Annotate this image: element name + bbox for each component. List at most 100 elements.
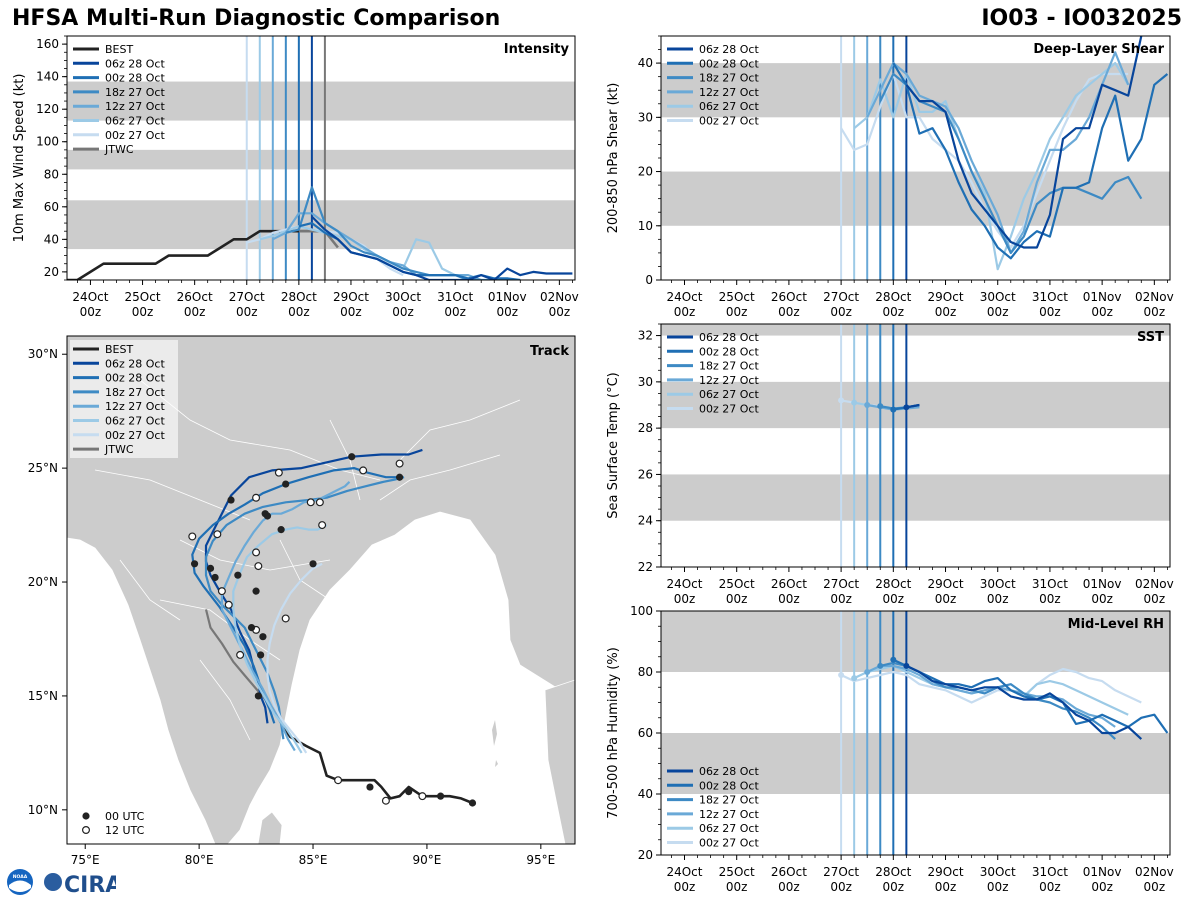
intensity-xtick-date: 28Oct	[281, 290, 317, 304]
logo-area: NOAA CIRA	[6, 868, 122, 902]
intensity-legend-label: 00z 27 Oct	[105, 129, 165, 142]
sst-xtick-hour: 00z	[935, 592, 957, 606]
shear-legend-label: 18z 27 Oct	[699, 72, 759, 85]
sst-legend-label: 00z 28 Oct	[699, 345, 759, 358]
rh-ytick-label: 80	[638, 665, 653, 679]
intensity-series-best	[67, 229, 312, 280]
intensity-xtick-date: 30Oct	[385, 290, 421, 304]
intensity-xtick-date: 26Oct	[177, 290, 213, 304]
track-marker-12utc	[418, 792, 427, 801]
shear-xtick-hour: 00z	[1091, 305, 1113, 319]
intensity-band-2	[67, 81, 575, 121]
track-legend-label: 00z 28 Oct	[105, 372, 165, 385]
sst-xtick-date: 01Nov	[1083, 577, 1122, 591]
shear-panel: 01020304024Oct00z25Oct00z26Oct00z27Oct00…	[606, 35, 1174, 319]
track-06z-27-oct	[232, 524, 328, 754]
track-marker-00utc	[436, 792, 445, 800]
track-marker-00utc	[252, 587, 260, 595]
sst-xtick-hour: 00z	[726, 592, 748, 606]
intensity-ytick-label: 160	[36, 37, 59, 51]
track-marker-00utc	[257, 651, 265, 659]
intensity-ytick-label: 40	[44, 232, 59, 246]
sst-xtick-hour: 00z	[830, 592, 852, 606]
sst-legend-label: 06z 28 Oct	[699, 331, 759, 344]
marker-legend-12utc	[81, 825, 90, 834]
track-panel-title: Track	[530, 344, 569, 359]
track-lon-label: 75°E	[71, 853, 100, 867]
marker-legend-00utc-label: 00 UTC	[105, 810, 145, 823]
rh-legend-label: 00z 27 Oct	[699, 837, 759, 850]
track-marker-00utc	[309, 560, 317, 568]
sst-ytick-label: 28	[638, 421, 653, 435]
land-india	[67, 336, 575, 844]
sst-legend-label: 12z 27 Oct	[699, 374, 759, 387]
rh-xtick-date: 30Oct	[980, 865, 1016, 879]
sst-xtick-date: 27Oct	[823, 577, 859, 591]
track-map-panel: 75°E 80°E 85°E 90°E 95°E 10°N 15°N 20°N 25°N 30°N…	[28, 335, 576, 867]
track-marker-12utc	[318, 521, 327, 530]
shear-series-12z-27-oct	[866, 51, 1130, 254]
sst-start-point-00z-28-oct	[890, 406, 897, 413]
sst-xtick-date: 26Oct	[771, 577, 807, 591]
cira-logo-text: CIRA	[64, 873, 116, 898]
rh-xtick-hour: 00z	[674, 880, 696, 894]
track-marker-12utc	[274, 468, 283, 477]
intensity-legend-label: 12z 27 Oct	[105, 100, 165, 113]
rh-series-06z-28-oct	[905, 664, 1143, 740]
track-legend-label: 00z 27 Oct	[105, 429, 165, 442]
andaman-islands	[492, 720, 498, 767]
track-marker-00utc	[206, 564, 215, 572]
storm-id: IO03 - IO032025	[981, 6, 1182, 31]
shear-xtick-hour: 00z	[883, 305, 905, 319]
shear-xtick-hour: 00z	[778, 305, 800, 319]
shear-xtick-date: 01Nov	[1083, 290, 1122, 304]
sst-start-point-06z-28-oct	[903, 404, 910, 411]
rh-start-point-06z-28-oct	[903, 662, 910, 669]
sst-xtick-hour: 00z	[987, 592, 1009, 606]
shear-series-00z-28-oct	[892, 62, 1169, 260]
track-legend-label: 18z 27 Oct	[105, 386, 165, 399]
track-marker-00utc	[395, 473, 404, 481]
shear-xtick-hour: 00z	[674, 305, 696, 319]
track-marker-12utc	[381, 796, 390, 805]
intensity-ytick-label: 120	[36, 102, 59, 116]
rh-series-12z-27-oct	[866, 664, 1116, 728]
rh-ytick-label: 20	[638, 848, 653, 862]
sst-ylabel: Sea Surface Temp (°C)	[606, 372, 621, 519]
track-marker-12utc	[254, 562, 263, 571]
sst-ytick-label: 32	[638, 329, 653, 343]
intensity-xtick-date: 29Oct	[333, 290, 369, 304]
shear-legend-label: 06z 27 Oct	[699, 100, 759, 113]
track-marker-12utc	[252, 548, 261, 557]
shear-ytick-label: 20	[638, 165, 653, 179]
intensity-xtick-hour: 00z	[392, 305, 414, 319]
intensity-xtick-date: 24Oct	[72, 290, 108, 304]
track-marker-12utc	[315, 498, 324, 507]
rh-ylabel: 700-500 hPa Humidity (%)	[606, 647, 621, 819]
track-marker-00utc	[261, 510, 269, 518]
page-title: HFSA Multi-Run Diagnostic Comparison	[12, 6, 501, 31]
shear-ytick-label: 0	[645, 273, 653, 287]
track-marker-00utc	[277, 526, 285, 534]
intensity-ytick-label: 20	[44, 265, 59, 279]
intensity-xtick-hour: 00z	[496, 305, 518, 319]
intensity-xtick-date: 25Oct	[125, 290, 161, 304]
sst-start-point-06z-27-oct	[851, 399, 858, 406]
track-marker-00utc	[366, 783, 374, 791]
sst-band-0	[661, 474, 1170, 521]
intensity-xtick-hour: 00z	[236, 305, 258, 319]
track-marker-00utc	[348, 453, 356, 461]
rh-band-0	[661, 733, 1170, 794]
track-lat-label: 25°N	[28, 461, 58, 475]
marker-legend-00utc	[82, 812, 90, 820]
shear-ylabel: 200-850 hPa Shear (kt)	[606, 83, 621, 234]
intensity-xtick-date: 01Nov	[488, 290, 527, 304]
sst-ytick-label: 30	[638, 375, 653, 389]
shear-band-0	[661, 171, 1170, 226]
shear-ytick-label: 40	[638, 56, 653, 70]
rh-xtick-hour: 00z	[1144, 880, 1166, 894]
track-lon-label: 85°E	[299, 853, 328, 867]
sst-panel-title: SST	[1137, 330, 1164, 345]
rh-xtick-date: 27Oct	[823, 865, 859, 879]
